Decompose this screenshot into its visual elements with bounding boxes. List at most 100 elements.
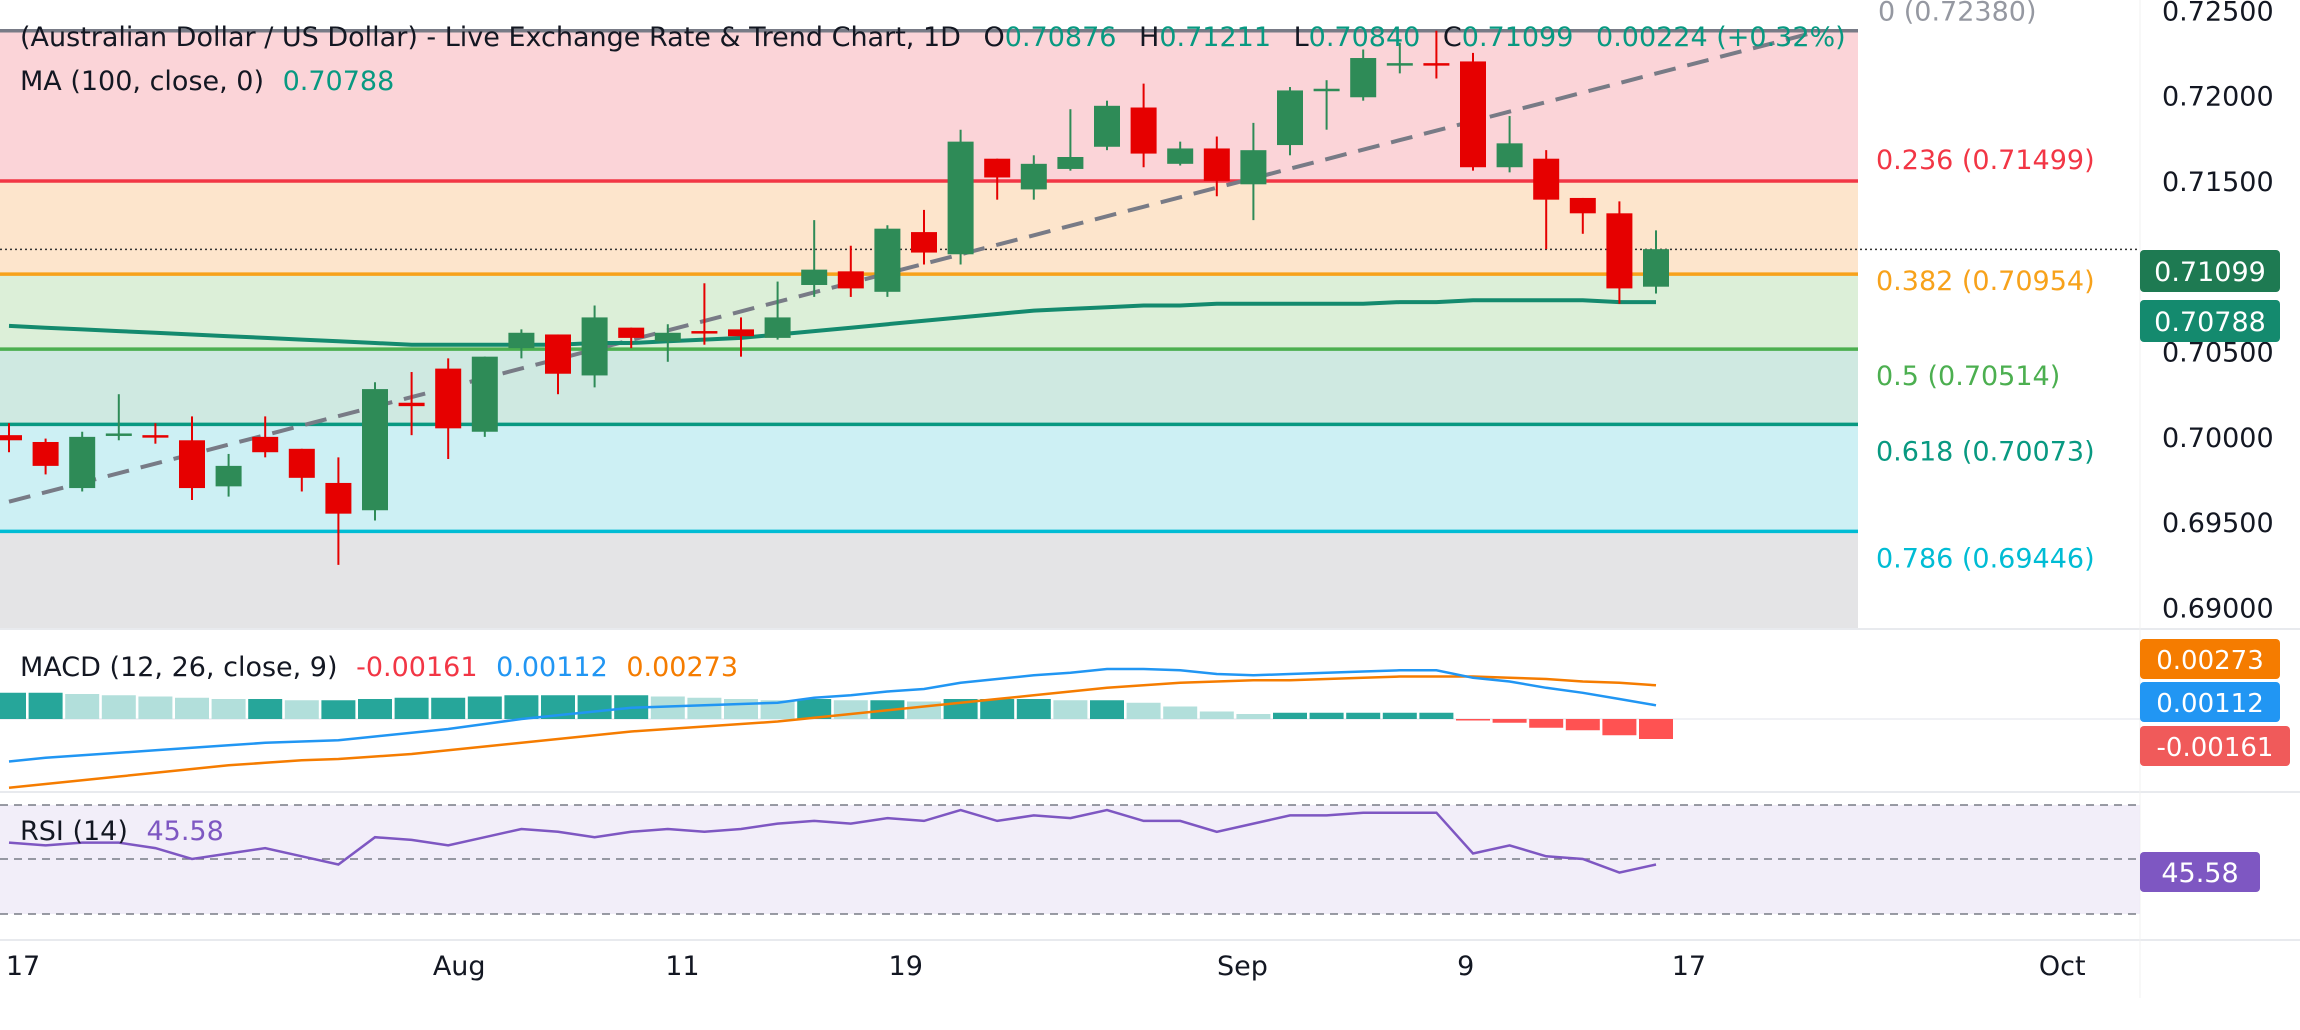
change-value: 0.00224 (+0.32%) bbox=[1596, 22, 1846, 53]
rsi-legend-value: 45.58 bbox=[146, 816, 223, 847]
macd-histogram-bar bbox=[1529, 719, 1564, 728]
candle-body bbox=[1496, 143, 1523, 168]
macd-histogram-bar bbox=[248, 699, 283, 719]
fibonacci-label: 0.382 (0.70954) bbox=[1876, 266, 2095, 297]
rsi-badge-text: 45.58 bbox=[2161, 858, 2238, 889]
macd-histogram-bar bbox=[0, 692, 26, 719]
candle-body bbox=[1533, 158, 1560, 200]
fibonacci-band bbox=[0, 30, 1858, 182]
macd-histogram-bar bbox=[1492, 719, 1527, 723]
candle-body bbox=[508, 332, 535, 349]
macd-histogram-bar bbox=[65, 694, 100, 719]
candle-body bbox=[1277, 90, 1303, 146]
x-tick-label: Sep bbox=[1217, 951, 1268, 982]
y-tick-label: 0.71500 bbox=[2162, 167, 2274, 198]
fibonacci-band bbox=[0, 349, 1858, 425]
rsi-badge: 45.58 bbox=[2140, 852, 2260, 892]
ma-legend-label: MA (100, close, 0) bbox=[20, 66, 264, 97]
macd-histogram-bar bbox=[1053, 700, 1088, 719]
macd-histogram-bar bbox=[541, 695, 575, 719]
candle-body bbox=[32, 441, 59, 466]
macd-legend-signal: 0.00273 bbox=[626, 652, 738, 683]
macd-histogram-bar bbox=[1163, 706, 1198, 719]
macd-histogram-bar bbox=[211, 699, 246, 719]
macd-histogram-bar bbox=[1090, 700, 1124, 719]
candle-body bbox=[362, 389, 388, 511]
macd-legend-macd: 0.00112 bbox=[496, 652, 608, 683]
close-value: 0.71099 bbox=[1462, 22, 1574, 53]
hist-badge-text: -0.00161 bbox=[2157, 733, 2274, 763]
macd-histogram-bar bbox=[724, 699, 758, 719]
macd-histogram-bar bbox=[577, 695, 612, 719]
candle-body bbox=[471, 356, 498, 432]
candle-body bbox=[1094, 105, 1120, 147]
time-axis[interactable]: 17 Aug 11 19 Sep 9 17 Oct bbox=[6, 951, 2086, 982]
macd-histogram-bar bbox=[1236, 714, 1271, 719]
legend-row: (Australian Dollar / US Dollar) - Live E… bbox=[20, 22, 1846, 53]
macd-histogram-bar bbox=[760, 700, 795, 719]
candle-body bbox=[545, 334, 571, 374]
high-value: 0.71211 bbox=[1159, 22, 1271, 53]
candle-body bbox=[1423, 63, 1450, 66]
candle-body bbox=[764, 317, 791, 338]
macd-histogram-bar bbox=[980, 699, 1015, 719]
candle-body bbox=[1167, 148, 1194, 164]
candle-body bbox=[398, 402, 425, 407]
candle-body bbox=[874, 228, 901, 292]
candle-body bbox=[0, 435, 22, 441]
macd-histogram-bar bbox=[394, 697, 429, 719]
candle-body bbox=[1460, 61, 1486, 168]
trendline[interactable] bbox=[8, 28, 1822, 504]
macd-histogram-bar bbox=[1565, 719, 1600, 731]
macd-histogram-bar bbox=[1456, 719, 1490, 721]
macd-histogram-bar bbox=[321, 700, 356, 719]
fibonacci-label: 0.786 (0.69446) bbox=[1876, 543, 2095, 574]
high-label: H bbox=[1139, 22, 1159, 53]
macd-histogram-bar bbox=[101, 695, 136, 719]
x-tick-label: Oct bbox=[2039, 951, 2086, 982]
x-tick-label: 19 bbox=[889, 951, 923, 982]
price-badge: 0.71099 bbox=[2140, 250, 2280, 292]
candle-body bbox=[801, 269, 828, 285]
fibonacci-band bbox=[0, 274, 1858, 350]
ma-legend[interactable]: MA (100, close, 0) 0.70788 bbox=[20, 66, 394, 97]
candle-body bbox=[1203, 148, 1230, 181]
macd-histogram-bar bbox=[1016, 699, 1051, 719]
candle-body bbox=[618, 327, 645, 338]
fibonacci-label: 0 (0.72380) bbox=[1878, 0, 2036, 28]
macd-histogram-bar bbox=[504, 695, 539, 719]
ma-legend-value: 0.70788 bbox=[283, 66, 395, 97]
hist-badge: -0.00161 bbox=[2140, 726, 2290, 766]
candle-body bbox=[1130, 107, 1157, 154]
candle-body bbox=[1313, 88, 1340, 92]
macd-histogram-bar bbox=[1382, 712, 1417, 719]
rsi-legend-label: RSI (14) bbox=[20, 816, 128, 847]
ma100-line bbox=[8, 298, 1656, 347]
macd-histogram-bar bbox=[1126, 702, 1161, 719]
macd-histogram-bar bbox=[687, 697, 722, 719]
macd-legend[interactable]: MACD (12, 26, close, 9) -0.00161 0.00112… bbox=[20, 652, 738, 683]
fibonacci-levels bbox=[0, 28, 1858, 534]
candle-body bbox=[1643, 249, 1669, 287]
x-tick-label: 17 bbox=[6, 951, 40, 982]
fibonacci-bands bbox=[0, 30, 1858, 628]
open-label: O bbox=[984, 22, 1005, 53]
fibonacci-label: 0.236 (0.71499) bbox=[1876, 145, 2095, 176]
candle-body bbox=[691, 331, 718, 334]
candle-body bbox=[837, 271, 864, 289]
y-tick-label: 0.72500 bbox=[2162, 0, 2274, 27]
candlestick-series bbox=[0, 30, 1669, 565]
macd-histogram-bar bbox=[797, 699, 832, 719]
candle-body bbox=[435, 368, 462, 429]
fibonacci-labels: 0 (0.72380) 0.236 (0.71499) 0.382 (0.70954… bbox=[1876, 0, 2095, 574]
x-tick-label: 9 bbox=[1457, 951, 1474, 982]
open-value: 0.70876 bbox=[1005, 22, 1117, 53]
y-tick-label: 0.70500 bbox=[2162, 338, 2274, 369]
candle-body bbox=[728, 329, 754, 337]
rsi-legend[interactable]: RSI (14) 45.58 bbox=[20, 816, 224, 847]
macd-histogram-bar bbox=[467, 696, 502, 719]
signal-badge-text: 0.00273 bbox=[2156, 646, 2264, 676]
ma-badge-text: 0.70788 bbox=[2154, 307, 2266, 338]
close-label: C bbox=[1443, 22, 1462, 53]
price-axis[interactable]: 0.725000.720000.715000.710000.705000.700… bbox=[2162, 0, 2274, 625]
